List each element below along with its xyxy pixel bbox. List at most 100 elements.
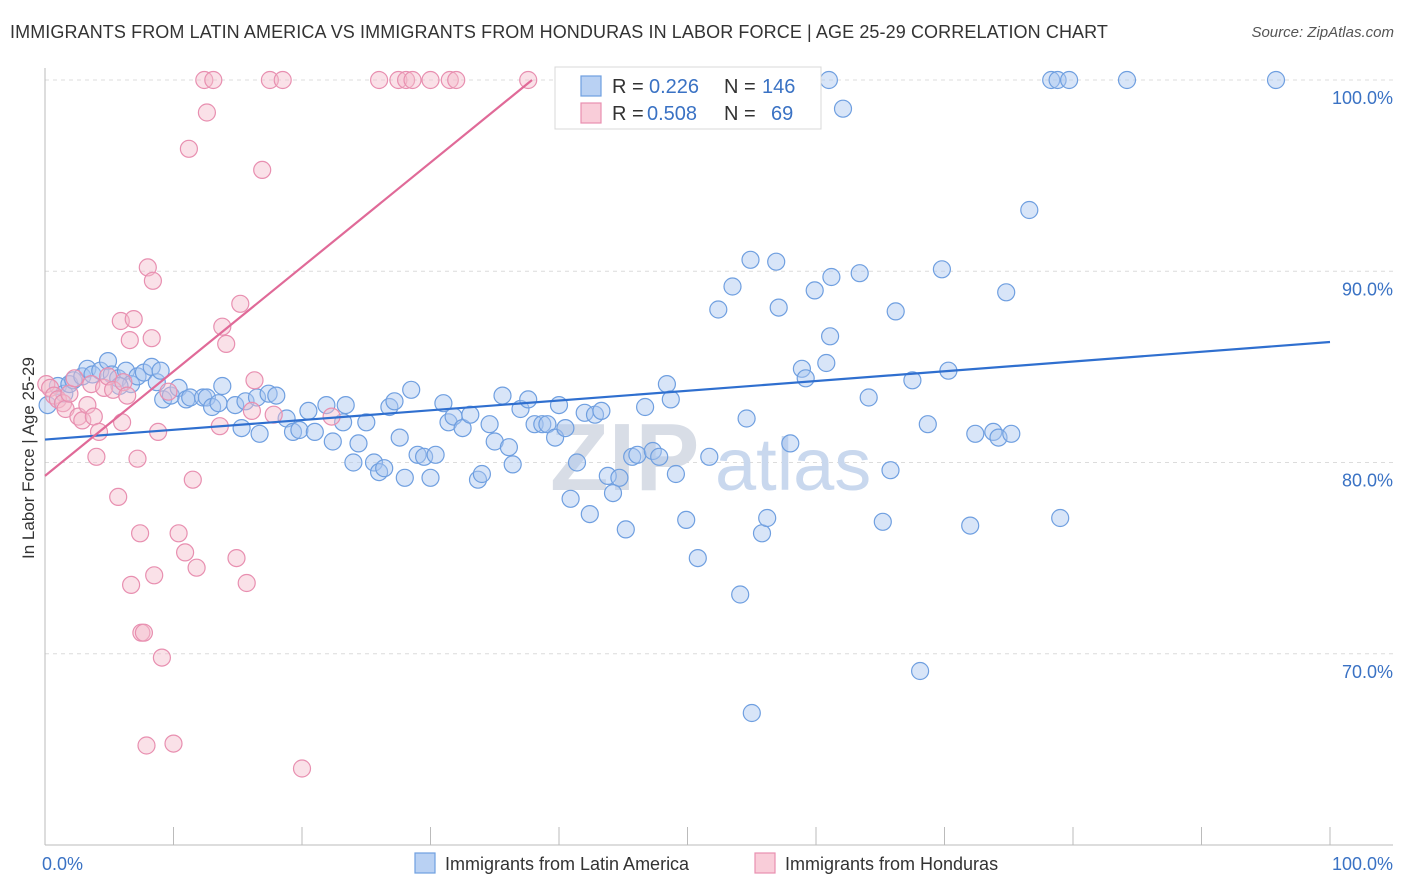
point-honduras-12	[84, 407, 103, 426]
point-latin-america-91	[635, 397, 655, 417]
point-honduras-27	[131, 524, 150, 543]
point-honduras-48	[213, 317, 232, 336]
legend-swatch-honduras	[754, 852, 776, 874]
point-honduras-20	[112, 413, 132, 432]
point-latin-america-49	[375, 459, 394, 478]
point-honduras-10	[78, 396, 97, 415]
point-honduras-56	[260, 70, 279, 90]
trend-line-honduras	[44, 79, 533, 477]
point-honduras-6	[60, 384, 79, 403]
trend-line-latin-america	[44, 340, 1331, 441]
point-latin-america-114	[817, 353, 836, 373]
point-latin-america-43	[336, 396, 355, 415]
point-latin-america-47	[364, 453, 384, 472]
point-latin-america-50	[380, 397, 399, 417]
y-tick-label-2: 90.0%	[1342, 279, 1393, 299]
point-latin-america-72	[519, 390, 538, 409]
point-honduras-29	[134, 623, 153, 642]
point-latin-america-134	[1020, 200, 1039, 220]
point-latin-america-130	[984, 422, 1003, 441]
point-latin-america-121	[881, 461, 900, 480]
stats-n-value-1: 146	[762, 76, 795, 98]
point-latin-america-41	[323, 432, 342, 451]
point-honduras-55	[253, 160, 272, 179]
point-latin-america-58	[426, 445, 445, 464]
point-latin-america-125	[918, 415, 937, 434]
point-latin-america-116	[822, 267, 841, 287]
stats-r-label-2: R =	[612, 103, 644, 125]
point-latin-america-88	[616, 520, 635, 539]
point-latin-america-107	[758, 508, 777, 528]
point-latin-america-26	[209, 394, 228, 413]
point-latin-america-105	[742, 703, 761, 723]
y-tick-label-0: 70.0%	[1342, 662, 1393, 682]
point-latin-america-36	[283, 422, 303, 441]
point-honduras-54	[245, 371, 264, 390]
point-latin-america-137	[1051, 508, 1070, 528]
point-latin-america-82	[580, 504, 599, 524]
point-honduras-32	[142, 329, 161, 348]
point-latin-america-28	[226, 396, 245, 415]
point-latin-america-84	[592, 401, 611, 420]
point-latin-america-100	[709, 300, 728, 319]
point-latin-america-59	[434, 394, 453, 413]
point-honduras-62	[389, 70, 408, 90]
point-honduras-22	[118, 386, 137, 405]
point-latin-america-57	[421, 468, 440, 487]
point-latin-america-70	[503, 455, 522, 474]
point-honduras-43	[187, 558, 206, 577]
source-label: Source: ZipAtlas.com	[1251, 24, 1394, 41]
point-honduras-45	[197, 103, 216, 122]
point-honduras-64	[403, 70, 422, 90]
point-latin-america-103	[737, 409, 756, 428]
stats-r-label-1: R =	[612, 76, 644, 98]
point-latin-america-66	[480, 415, 499, 434]
point-latin-america-113	[805, 281, 824, 300]
point-latin-america-86	[603, 484, 623, 503]
legend-swatch-latin-america	[414, 852, 436, 874]
point-honduras-36	[152, 648, 171, 667]
axes	[44, 68, 1393, 846]
y-tick-label-1: 80.0%	[1342, 471, 1393, 491]
point-honduras-37	[159, 382, 178, 401]
point-honduras-52	[237, 573, 256, 593]
point-honduras-42	[183, 470, 202, 489]
point-latin-america-45	[349, 434, 368, 453]
stats-swatch-honduras	[580, 102, 602, 124]
point-latin-america-55	[408, 445, 427, 464]
point-latin-america-79	[561, 489, 580, 508]
point-honduras-30	[137, 736, 156, 755]
point-honduras-46	[204, 70, 223, 90]
point-latin-america-96	[666, 464, 686, 484]
point-latin-america-97	[677, 510, 696, 530]
point-honduras-38	[164, 734, 183, 753]
point-latin-america-128	[961, 516, 980, 535]
point-latin-america-123	[903, 371, 922, 390]
point-latin-america-29	[232, 419, 251, 438]
point-latin-america-106	[752, 524, 772, 543]
point-latin-america-98	[688, 548, 707, 568]
point-honduras-13	[87, 447, 106, 466]
point-latin-america-145	[151, 361, 170, 380]
legend: Immigrants from Latin America Immigrants…	[414, 852, 998, 874]
point-honduras-34	[145, 566, 164, 585]
trend-lines	[44, 79, 1331, 477]
point-latin-america-24	[197, 388, 216, 407]
point-honduras-31	[138, 258, 157, 277]
x-tick-label-1: 100.0%	[1332, 854, 1393, 874]
point-latin-america-54	[402, 380, 421, 399]
stats-n-label-1: N =	[724, 76, 756, 98]
point-latin-america-104	[741, 250, 760, 269]
point-honduras-67	[447, 70, 466, 90]
y-tick-label-3: 100.0%	[1332, 88, 1393, 108]
point-latin-america-12	[116, 361, 136, 380]
watermark-atlas: atlas	[715, 423, 871, 506]
point-honduras-53	[242, 401, 261, 420]
legend-label-latin-america: Immigrants from Latin America	[445, 854, 690, 874]
point-latin-america-110	[781, 434, 800, 453]
stats-r-value-2: 0.508	[647, 103, 697, 125]
point-latin-america-39	[305, 422, 324, 441]
point-latin-america-101	[723, 277, 742, 296]
point-latin-america-95	[661, 390, 680, 409]
point-honduras-26	[128, 449, 147, 468]
